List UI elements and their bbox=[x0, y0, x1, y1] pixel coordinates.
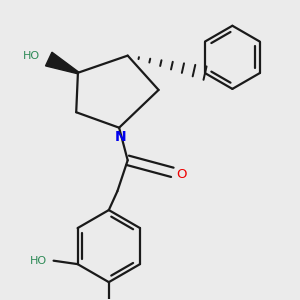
Text: N: N bbox=[115, 130, 127, 144]
Text: HO: HO bbox=[23, 51, 40, 61]
Text: O: O bbox=[177, 167, 187, 181]
Polygon shape bbox=[46, 52, 78, 74]
Text: HO: HO bbox=[30, 256, 47, 266]
